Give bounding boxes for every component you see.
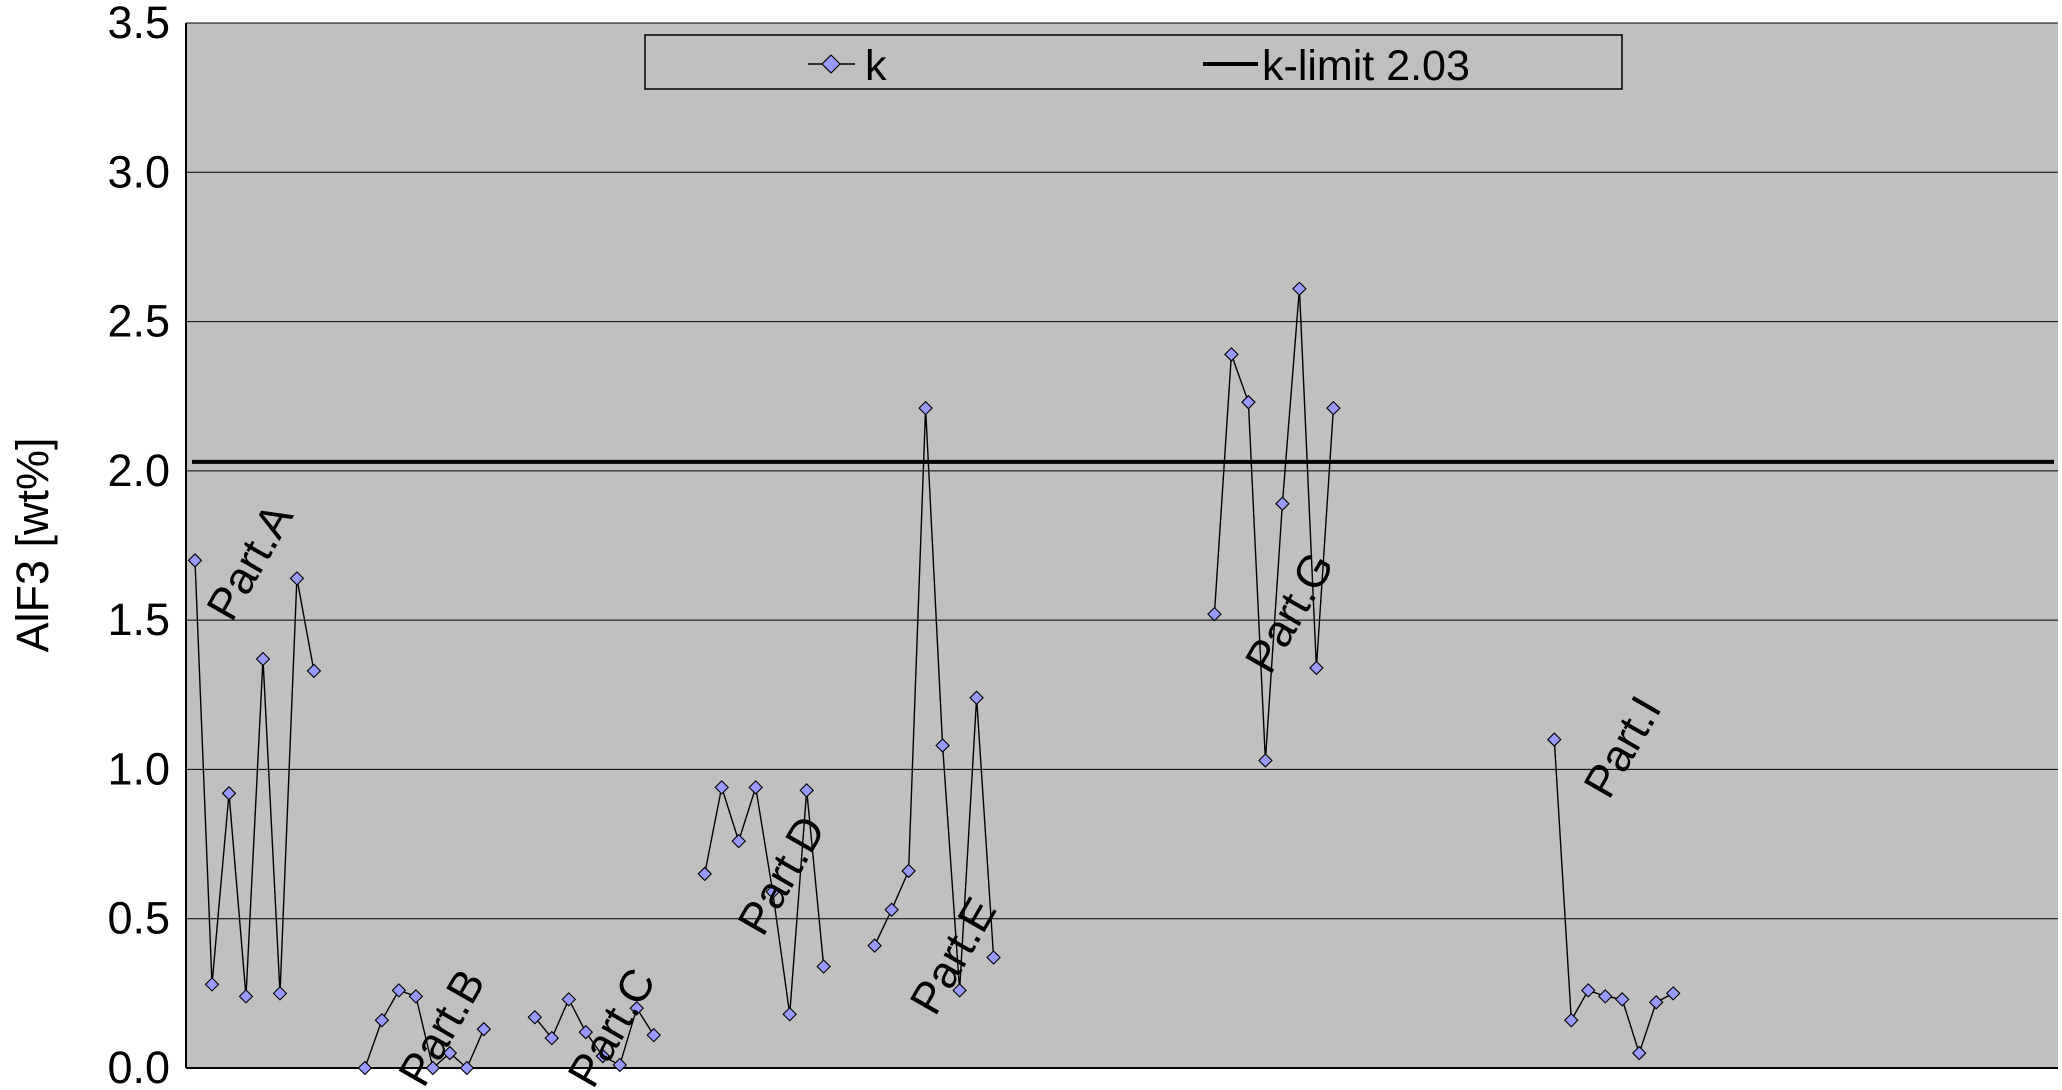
k-data-point bbox=[425, 1060, 441, 1076]
k-data-point bbox=[952, 983, 967, 998]
k-data-point bbox=[561, 992, 577, 1007]
y-tick-label: 0.5 bbox=[107, 893, 170, 944]
k-data-point bbox=[1648, 995, 1664, 1010]
legend-k-marker bbox=[821, 54, 841, 74]
k-data-point bbox=[629, 1001, 645, 1016]
k-series-line bbox=[194, 560, 315, 997]
k-data-point bbox=[731, 833, 746, 849]
k-data-point bbox=[1224, 347, 1239, 362]
k-data-point bbox=[1631, 1045, 1647, 1061]
k-data-point bbox=[646, 1027, 662, 1043]
k-data-point bbox=[1275, 496, 1290, 511]
k-data-point bbox=[1207, 606, 1222, 622]
legend-box bbox=[644, 34, 1623, 90]
k-data-point bbox=[272, 986, 288, 1001]
k-data-point bbox=[238, 989, 254, 1004]
y-tick-label: 3.0 bbox=[107, 146, 170, 197]
k-data-point bbox=[986, 950, 1001, 965]
k-data-point bbox=[595, 1048, 611, 1064]
legend: k k-limit 2.03 bbox=[644, 34, 1623, 90]
y-tick-label: 0.0 bbox=[107, 1042, 170, 1090]
k-series-line bbox=[1553, 739, 1674, 1056]
k-data-point bbox=[187, 553, 203, 568]
k-data-point bbox=[1292, 281, 1307, 297]
k-data-point bbox=[544, 1030, 560, 1046]
k-data-point bbox=[221, 786, 237, 801]
k-data-point bbox=[1258, 753, 1273, 768]
k-data-point bbox=[1614, 992, 1630, 1007]
k-data-point bbox=[765, 884, 780, 900]
k-data-point bbox=[1241, 394, 1256, 410]
k-data-point bbox=[442, 1045, 458, 1061]
y-axis-title: AlF3 [wt%] bbox=[7, 437, 58, 652]
y-tick-label: 3.5 bbox=[107, 0, 170, 48]
k-data-point bbox=[204, 977, 220, 992]
k-data-point bbox=[714, 780, 729, 795]
gridlines bbox=[186, 22, 2058, 920]
k-data-point bbox=[1326, 400, 1341, 416]
k-data-point bbox=[884, 902, 899, 918]
k-data-point bbox=[1563, 1012, 1579, 1028]
k-data-point bbox=[612, 1057, 628, 1073]
k-data-point bbox=[935, 738, 950, 753]
k-data-point bbox=[1580, 983, 1596, 998]
y-tick-label: 2.5 bbox=[107, 296, 170, 347]
k-data-point bbox=[476, 1021, 492, 1037]
k-data-point bbox=[255, 651, 271, 667]
k-data-point bbox=[748, 780, 763, 795]
legend-klimit-label: k-limit 2.03 bbox=[1262, 42, 1470, 90]
y-tick-labels: 0.0 0.5 1.0 1.5 2.0 2.5 3.0 3.5 bbox=[107, 0, 170, 1090]
k-data-point bbox=[306, 663, 322, 679]
k-data-point bbox=[391, 983, 407, 998]
k-data-point bbox=[969, 690, 984, 706]
k-data-point bbox=[918, 400, 933, 416]
y-tick-label: 1.5 bbox=[107, 594, 170, 645]
y-tick-label: 2.0 bbox=[107, 445, 170, 496]
k-data-point bbox=[408, 989, 424, 1004]
k-data-point bbox=[459, 1060, 475, 1076]
k-data-point bbox=[816, 959, 831, 974]
k-data-point bbox=[578, 1024, 594, 1040]
k-series-line bbox=[1213, 288, 1335, 761]
k-data-point bbox=[697, 866, 713, 882]
k-data-point bbox=[1597, 989, 1613, 1004]
plot-area bbox=[186, 23, 2058, 1068]
k-data-point bbox=[374, 1012, 390, 1028]
k-data-point bbox=[527, 1009, 543, 1025]
k-data-point bbox=[799, 783, 814, 798]
k-series-line bbox=[704, 787, 825, 1015]
k-data-point bbox=[867, 938, 882, 953]
series-layer bbox=[187, 281, 2054, 1076]
legend-k-label: k bbox=[865, 42, 887, 90]
k-data-point bbox=[901, 863, 916, 879]
k-series-line bbox=[534, 997, 655, 1067]
k-data-point bbox=[289, 571, 305, 586]
k-data-point bbox=[357, 1060, 373, 1076]
k-series-line bbox=[873, 408, 995, 991]
k-data-point bbox=[1309, 660, 1324, 676]
k-data-point bbox=[782, 1006, 797, 1022]
k-data-point bbox=[1665, 986, 1681, 1001]
k-data-point bbox=[1546, 732, 1562, 747]
y-tick-label: 1.0 bbox=[107, 743, 170, 794]
